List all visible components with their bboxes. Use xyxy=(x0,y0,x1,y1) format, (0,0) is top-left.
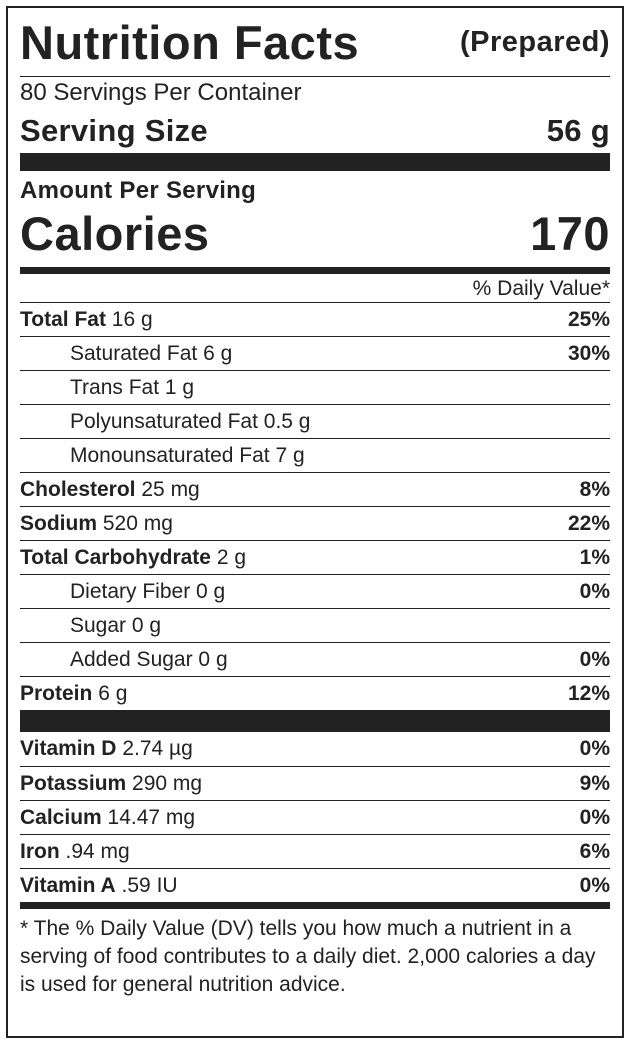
nutrient-label: Sodium 520 mg xyxy=(20,507,173,541)
nutrient-row: Total Fat 16 g 25% xyxy=(20,302,610,336)
nutrient-daily-value: 0% xyxy=(579,737,610,760)
nutrient-amount: 14.47 mg xyxy=(107,806,196,829)
nutrient-name: Vitamin D xyxy=(20,737,117,760)
nutrient-amount: 520 mg xyxy=(102,512,173,535)
vitamin-row: Iron .94 mg 6% xyxy=(20,834,610,868)
nutrient-label: Total Carbohydrate 2 g xyxy=(20,541,246,575)
serving-size-value: 56 g xyxy=(546,113,610,148)
nutrient-amount: 6 g xyxy=(98,682,128,705)
nutrient-daily-value: 9% xyxy=(579,772,610,795)
calories-value: 170 xyxy=(530,207,610,260)
nutrient-name: Trans Fat 1 g xyxy=(70,376,195,399)
vitamin-row: Potassium 290 mg 9% xyxy=(20,766,610,800)
title-row: Nutrition Facts (Prepared) xyxy=(20,8,610,76)
daily-value-header: % Daily Value* xyxy=(472,277,610,300)
footnote-divider xyxy=(20,902,610,909)
nutrient-name: Polyunsaturated Fat 0.5 g xyxy=(70,410,311,433)
nutrient-label: Calcium 14.47 mg xyxy=(20,801,195,835)
nutrient-amount: .94 mg xyxy=(65,840,130,863)
nutrient-name: Sodium xyxy=(20,512,97,535)
nutrient-row: Added Sugar 0 g 0% xyxy=(20,642,610,676)
medium-divider xyxy=(20,267,610,274)
nutrient-daily-value: 1% xyxy=(579,546,610,569)
nutrient-amount: 25 mg xyxy=(141,478,200,501)
nutrient-name: Total Fat xyxy=(20,308,106,331)
servings-per-container: 80 Servings Per Container xyxy=(20,79,302,106)
nutrient-daily-value: 0% xyxy=(579,806,610,829)
nutrient-daily-value: 6% xyxy=(579,840,610,863)
nutrient-label: Trans Fat 1 g xyxy=(70,371,194,405)
nutrient-daily-value: 0% xyxy=(579,580,610,603)
nutrient-name: Calcium xyxy=(20,806,102,829)
calories-row: Calories 170 xyxy=(20,207,610,267)
nutrient-name: Total Carbohydrate xyxy=(20,546,211,569)
nutrient-amount: 2.74 µg xyxy=(122,737,193,760)
nutrient-daily-value: 8% xyxy=(579,478,610,501)
footnote: * The % Daily Value (DV) tells you how m… xyxy=(20,917,596,996)
nutrient-row: Sugar 0 g xyxy=(20,608,610,642)
nutrient-name: Monounsaturated Fat 7 g xyxy=(70,444,305,467)
nutrient-label: Polyunsaturated Fat 0.5 g xyxy=(70,405,311,439)
nutrient-label: Potassium 290 mg xyxy=(20,767,202,801)
nutrient-label: Sugar 0 g xyxy=(70,609,161,643)
nutrient-amount: 16 g xyxy=(111,308,153,331)
nutrient-label: Cholesterol 25 mg xyxy=(20,473,200,507)
nutrient-label: Added Sugar 0 g xyxy=(70,643,228,677)
nutrient-label: Iron .94 mg xyxy=(20,835,130,869)
nutrient-daily-value: 0% xyxy=(579,648,610,671)
nutrient-list: Total Fat 16 g 25% Saturated Fat 6 g 30% Tr… xyxy=(20,302,610,710)
nutrient-row: Saturated Fat 6 g 30% xyxy=(20,336,610,370)
nutrient-daily-value: 0% xyxy=(579,874,610,897)
nutrient-daily-value: 12% xyxy=(567,682,610,705)
nutrient-name: Sugar 0 g xyxy=(70,614,162,637)
nutrient-amount: 2 g xyxy=(216,546,247,569)
divider xyxy=(20,76,610,77)
nutrition-label-inner: Nutrition Facts (Prepared) 80 Servings P… xyxy=(20,8,610,1036)
nutrient-row: Polyunsaturated Fat 0.5 g xyxy=(20,404,610,438)
vitamin-divider xyxy=(20,710,610,732)
nutrient-row: Dietary Fiber 0 g 0% xyxy=(20,574,610,608)
nutrient-daily-value: 25% xyxy=(567,308,610,331)
vitamin-list: Vitamin D 2.74 µg 0% Potassium 290 mg 9% Cal… xyxy=(20,732,610,902)
nutrient-name: Protein xyxy=(20,682,93,705)
vitamin-row: Vitamin D 2.74 µg 0% xyxy=(20,732,610,766)
nutrient-name: Vitamin A xyxy=(20,874,116,897)
nutrient-amount: 290 mg xyxy=(132,772,203,795)
serving-size-row: Serving Size 56 g xyxy=(20,109,610,153)
nutrient-label: Vitamin A .59 IU xyxy=(20,869,178,903)
nutrient-label: Vitamin D 2.74 µg xyxy=(20,732,193,766)
label-title: Nutrition Facts xyxy=(20,15,360,69)
nutrient-row: Trans Fat 1 g xyxy=(20,370,610,404)
nutrient-name: Potassium xyxy=(20,772,127,795)
nutrient-label: Protein 6 g xyxy=(20,677,127,711)
nutrient-name: Added Sugar 0 g xyxy=(70,648,228,671)
vitamin-row: Vitamin A .59 IU 0% xyxy=(20,868,610,902)
calories-label: Calories xyxy=(20,207,210,260)
nutrient-row: Protein 6 g 12% xyxy=(20,676,610,710)
nutrient-daily-value: 30% xyxy=(567,342,610,365)
nutrient-label: Monounsaturated Fat 7 g xyxy=(70,439,305,473)
nutrient-row: Total Carbohydrate 2 g 1% xyxy=(20,540,610,574)
nutrition-label: Nutrition Facts (Prepared) 80 Servings P… xyxy=(6,6,624,1038)
nutrient-label: Dietary Fiber 0 g xyxy=(70,575,225,609)
thick-divider xyxy=(20,153,610,171)
label-subtitle: (Prepared) xyxy=(459,25,610,58)
nutrient-row: Monounsaturated Fat 7 g xyxy=(20,438,610,472)
vitamin-row: Calcium 14.47 mg 0% xyxy=(20,800,610,834)
serving-size-label: Serving Size xyxy=(20,113,208,148)
nutrient-row: Sodium 520 mg 22% xyxy=(20,506,610,540)
nutrient-label: Saturated Fat 6 g xyxy=(70,337,232,371)
nutrient-row: Cholesterol 25 mg 8% xyxy=(20,472,610,506)
nutrient-name: Cholesterol xyxy=(20,478,136,501)
nutrient-daily-value: 22% xyxy=(567,512,610,535)
nutrient-name: Iron xyxy=(20,840,60,863)
nutrient-amount: .59 IU xyxy=(121,874,178,897)
nutrient-name: Saturated Fat 6 g xyxy=(70,342,233,365)
amount-per-serving: Amount Per Serving xyxy=(20,177,257,204)
nutrient-label: Total Fat 16 g xyxy=(20,303,153,337)
nutrient-name: Dietary Fiber 0 g xyxy=(70,580,226,603)
